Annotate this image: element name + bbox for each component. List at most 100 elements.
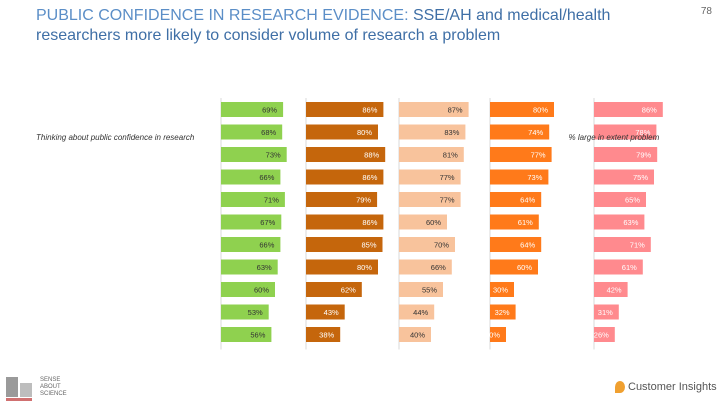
bar-data-label: 75% (633, 173, 648, 182)
bar (594, 169, 654, 185)
bar-data-label: 71% (630, 241, 645, 250)
bar-data-label: 79% (356, 196, 371, 205)
bar-data-label: 77% (440, 173, 455, 182)
bar (594, 237, 651, 252)
bar (399, 102, 469, 117)
bar (221, 147, 287, 162)
bar-data-label: 63% (257, 263, 272, 272)
bar (399, 124, 466, 140)
bar-data-label: 78% (635, 128, 650, 137)
bar (221, 124, 283, 140)
bar (594, 147, 658, 162)
bar-data-label: 60% (254, 286, 269, 295)
bar-data-label: 61% (622, 263, 637, 272)
bar (490, 102, 554, 117)
bar (306, 102, 384, 117)
bar-data-label: 53% (248, 308, 263, 317)
bar (490, 147, 552, 162)
bar-data-label: 66% (431, 263, 446, 272)
bar-data-label: 43% (324, 308, 339, 317)
bar (221, 214, 282, 230)
title-rest: SSE/AH and medical/health researchers mo… (36, 7, 611, 44)
bar (399, 282, 443, 297)
bar-data-label: 85% (361, 241, 376, 250)
bar-data-label: 69% (262, 106, 277, 115)
bar-data-label: 38% (319, 331, 334, 340)
bar (399, 327, 431, 342)
bar-data-label: 73% (527, 173, 542, 182)
bar (594, 192, 646, 207)
bar (306, 237, 383, 252)
bar-data-label: 83% (444, 128, 459, 137)
customer-insights-icon (615, 381, 625, 394)
bar (306, 169, 384, 185)
question-text: Thinking about public confidence in rese… (36, 133, 659, 142)
bar (306, 304, 345, 320)
bar (306, 327, 341, 342)
bar (490, 237, 542, 252)
bar-data-label: 86% (362, 173, 377, 182)
bar (594, 327, 615, 342)
bar-data-label: 87% (448, 106, 463, 115)
bar (594, 214, 645, 230)
bar-data-label: 44% (413, 308, 428, 317)
bar (594, 259, 643, 275)
bar-data-label: 74% (528, 128, 543, 137)
bar-data-label: 80% (357, 263, 372, 272)
bar-data-label: 86% (362, 218, 377, 227)
bar (594, 124, 657, 140)
page-number: 78 (700, 6, 712, 17)
bar (490, 124, 550, 140)
bar-data-label: 20% (485, 331, 500, 340)
bar-data-label: 80% (357, 128, 372, 137)
bar (490, 169, 549, 185)
bar-data-label: 73% (266, 151, 281, 160)
bar-data-label: 40% (410, 331, 425, 340)
bar-data-label: 70% (434, 241, 449, 250)
page-title: PUBLIC CONFIDENCE IN RESEARCH EVIDENCE: … (36, 6, 656, 46)
bar-data-label: 56% (250, 331, 265, 340)
bar-data-label: 30% (493, 286, 508, 295)
bar (594, 282, 628, 297)
bar-data-label: 60% (517, 263, 532, 272)
bar-data-label: 66% (259, 241, 274, 250)
bar-data-label: 79% (636, 151, 651, 160)
bar (594, 304, 619, 320)
brand-right: Customer Insights (628, 381, 717, 393)
bar (306, 147, 386, 162)
bar-data-label: 88% (364, 151, 379, 160)
bar (399, 259, 452, 275)
bar-data-label: 67% (260, 218, 275, 227)
bar (490, 259, 538, 275)
bar (399, 237, 455, 252)
bar-data-label: 86% (362, 106, 377, 115)
bar-data-label: 71% (264, 196, 279, 205)
bar-data-label: 61% (518, 218, 533, 227)
bar (221, 237, 281, 252)
bar (399, 169, 461, 185)
bar (490, 327, 506, 342)
bar (306, 259, 378, 275)
bar (221, 192, 285, 207)
bar-data-label: 62% (341, 286, 356, 295)
bar (306, 214, 384, 230)
bar-data-label: 32% (495, 308, 510, 317)
bar (221, 282, 275, 297)
bar-data-label: 77% (531, 151, 546, 160)
bar-data-label: 55% (422, 286, 437, 295)
bar (221, 169, 281, 185)
bar-data-label: 64% (520, 241, 535, 250)
bar-data-label: 64% (520, 196, 535, 205)
bar (490, 214, 539, 230)
bar-data-label: 66% (259, 173, 274, 182)
bar (221, 304, 269, 320)
bar (221, 259, 278, 275)
bar (399, 192, 461, 207)
title-emphasis: PUBLIC CONFIDENCE IN RESEARCH EVIDENCE: (36, 7, 409, 24)
bar (306, 282, 362, 297)
bar-data-label: 60% (426, 218, 441, 227)
question-end: % large in extent problem (568, 133, 660, 142)
bar-data-label: 26% (594, 331, 609, 340)
bar (221, 102, 284, 117)
